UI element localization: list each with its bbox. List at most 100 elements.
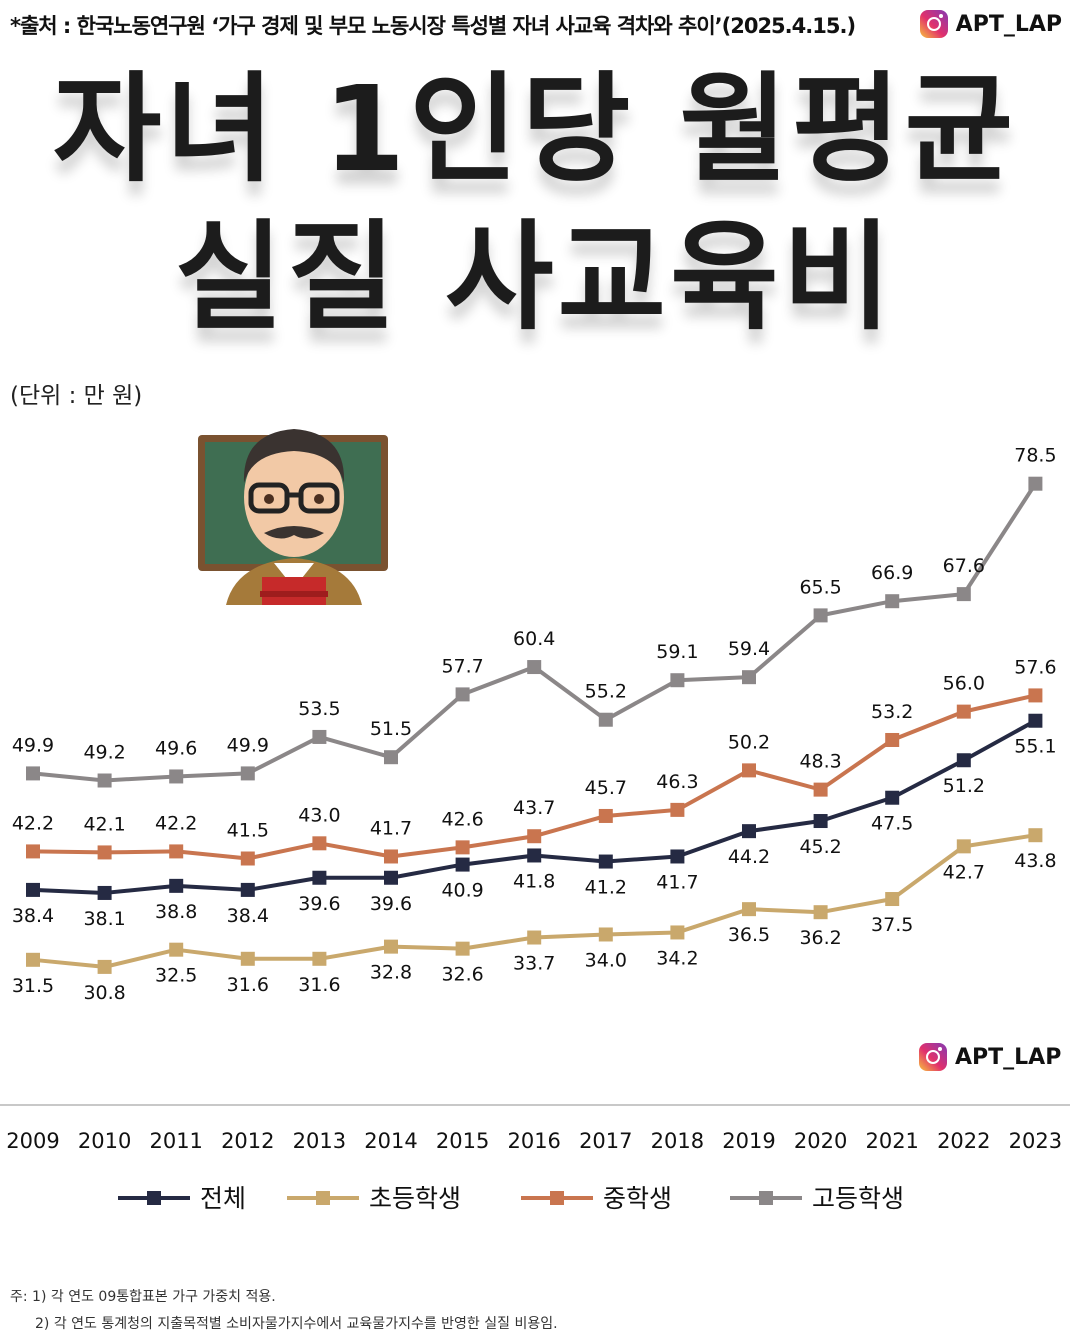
x-tick-label: 2023 bbox=[1009, 1129, 1062, 1153]
data-label: 41.7 bbox=[370, 817, 412, 839]
data-label: 34.0 bbox=[585, 949, 627, 971]
x-tick-label: 2020 bbox=[794, 1129, 847, 1153]
x-tick-label: 2015 bbox=[436, 1129, 489, 1153]
data-point bbox=[598, 808, 613, 823]
instagram-icon bbox=[919, 1043, 947, 1071]
data-label: 33.7 bbox=[513, 953, 555, 975]
teacher-emoji-icon bbox=[198, 429, 388, 605]
x-tick-label: 2017 bbox=[579, 1129, 632, 1153]
data-point bbox=[670, 925, 685, 940]
data-label: 38.1 bbox=[83, 908, 125, 930]
data-point bbox=[956, 587, 971, 602]
data-label: 38.4 bbox=[227, 905, 269, 927]
data-label: 43.0 bbox=[298, 804, 340, 826]
data-point bbox=[312, 729, 327, 744]
data-label: 41.2 bbox=[585, 877, 627, 899]
data-point bbox=[97, 845, 112, 860]
data-label: 56.0 bbox=[943, 673, 985, 695]
data-label: 65.5 bbox=[799, 576, 841, 598]
data-point bbox=[312, 870, 327, 885]
data-label: 42.2 bbox=[155, 812, 197, 834]
data-point bbox=[1028, 476, 1043, 491]
data-point bbox=[169, 844, 184, 859]
legend-marker bbox=[550, 1191, 564, 1205]
data-point bbox=[26, 766, 40, 781]
page-title-line1: 자녀 1인당 월평균 bbox=[52, 60, 1018, 198]
data-label: 32.5 bbox=[155, 965, 197, 987]
data-label: 38.4 bbox=[12, 905, 54, 927]
data-label: 46.3 bbox=[656, 771, 698, 793]
data-label: 41.7 bbox=[656, 871, 698, 893]
data-label: 59.1 bbox=[656, 641, 698, 663]
data-label: 48.3 bbox=[799, 751, 841, 773]
data-label: 60.4 bbox=[513, 628, 555, 650]
data-point bbox=[384, 939, 398, 954]
instagram-icon bbox=[919, 10, 948, 38]
brand-watermark: APT_LAP bbox=[919, 1043, 1061, 1071]
data-label: 55.1 bbox=[1014, 736, 1056, 758]
data-label: 44.2 bbox=[728, 846, 770, 868]
data-label: 41.8 bbox=[513, 870, 555, 892]
data-point bbox=[598, 927, 613, 942]
data-point bbox=[97, 959, 112, 974]
data-label: 42.2 bbox=[12, 812, 54, 834]
data-point bbox=[813, 608, 828, 623]
data-point bbox=[742, 824, 756, 839]
data-point bbox=[384, 750, 398, 765]
data-label: 31.5 bbox=[12, 975, 54, 997]
data-point bbox=[956, 704, 971, 719]
data-label: 49.9 bbox=[12, 734, 54, 756]
data-label: 31.6 bbox=[298, 974, 340, 996]
data-label: 49.2 bbox=[83, 742, 125, 764]
source-citation: *출처 : 한국노동연구원 ‘가구 경제 및 부모 노동시장 특성별 자녀 사교… bbox=[10, 14, 856, 38]
data-label: 67.6 bbox=[943, 555, 985, 577]
line-chart: 2009 2010 2011 2012 2013 2014 2015 2016 2017 2018… bbox=[0, 445, 1070, 1213]
legend-marker bbox=[316, 1191, 330, 1205]
brand-handle-top[interactable]: APT_LAP bbox=[919, 10, 1062, 38]
data-point bbox=[26, 844, 40, 859]
data-point bbox=[670, 849, 685, 864]
x-tick-label: 2010 bbox=[78, 1129, 131, 1153]
data-label: 34.2 bbox=[656, 947, 698, 969]
data-point bbox=[527, 660, 542, 675]
data-point bbox=[885, 790, 900, 805]
data-label: 59.4 bbox=[728, 638, 770, 660]
data-point bbox=[240, 882, 255, 897]
data-label: 42.6 bbox=[441, 808, 483, 830]
data-point bbox=[813, 814, 828, 829]
data-point bbox=[956, 839, 971, 854]
data-point bbox=[240, 851, 255, 866]
data-point bbox=[169, 878, 184, 893]
footnotes: 주: 1) 각 연도 09통합표본 가구 가중치 적용. 2) 각 연도 통계청… bbox=[10, 1284, 558, 1338]
data-point bbox=[455, 687, 470, 702]
data-label: 36.5 bbox=[728, 924, 770, 946]
data-label: 49.6 bbox=[155, 737, 197, 759]
data-label: 53.2 bbox=[871, 701, 913, 723]
data-label: 32.8 bbox=[370, 962, 412, 984]
data-label: 36.2 bbox=[799, 927, 841, 949]
data-label: 43.7 bbox=[513, 797, 555, 819]
x-tick-label: 2011 bbox=[149, 1129, 202, 1153]
data-point bbox=[384, 870, 398, 885]
data-point bbox=[813, 782, 828, 797]
data-label: 41.5 bbox=[227, 820, 269, 842]
x-tick-label: 2019 bbox=[722, 1129, 775, 1153]
data-point bbox=[1028, 688, 1043, 703]
footnote-2: 2) 각 연도 통계청의 지출목적별 소비자물가지수에서 교육물가지수를 반영한… bbox=[35, 1316, 558, 1332]
data-point bbox=[527, 848, 542, 863]
data-label: 42.1 bbox=[83, 813, 125, 835]
x-tick-label: 2013 bbox=[293, 1129, 346, 1153]
data-point bbox=[240, 766, 255, 781]
data-label: 42.7 bbox=[943, 861, 985, 883]
data-point bbox=[598, 854, 613, 869]
data-point bbox=[1028, 713, 1043, 728]
data-label: 49.9 bbox=[227, 734, 269, 756]
data-point bbox=[455, 840, 470, 855]
data-point bbox=[312, 951, 327, 966]
data-point bbox=[670, 673, 685, 688]
data-point bbox=[169, 942, 184, 957]
data-label: 43.8 bbox=[1014, 850, 1056, 872]
legend-marker bbox=[759, 1191, 773, 1205]
data-point bbox=[455, 941, 470, 956]
data-label: 45.2 bbox=[799, 836, 841, 858]
